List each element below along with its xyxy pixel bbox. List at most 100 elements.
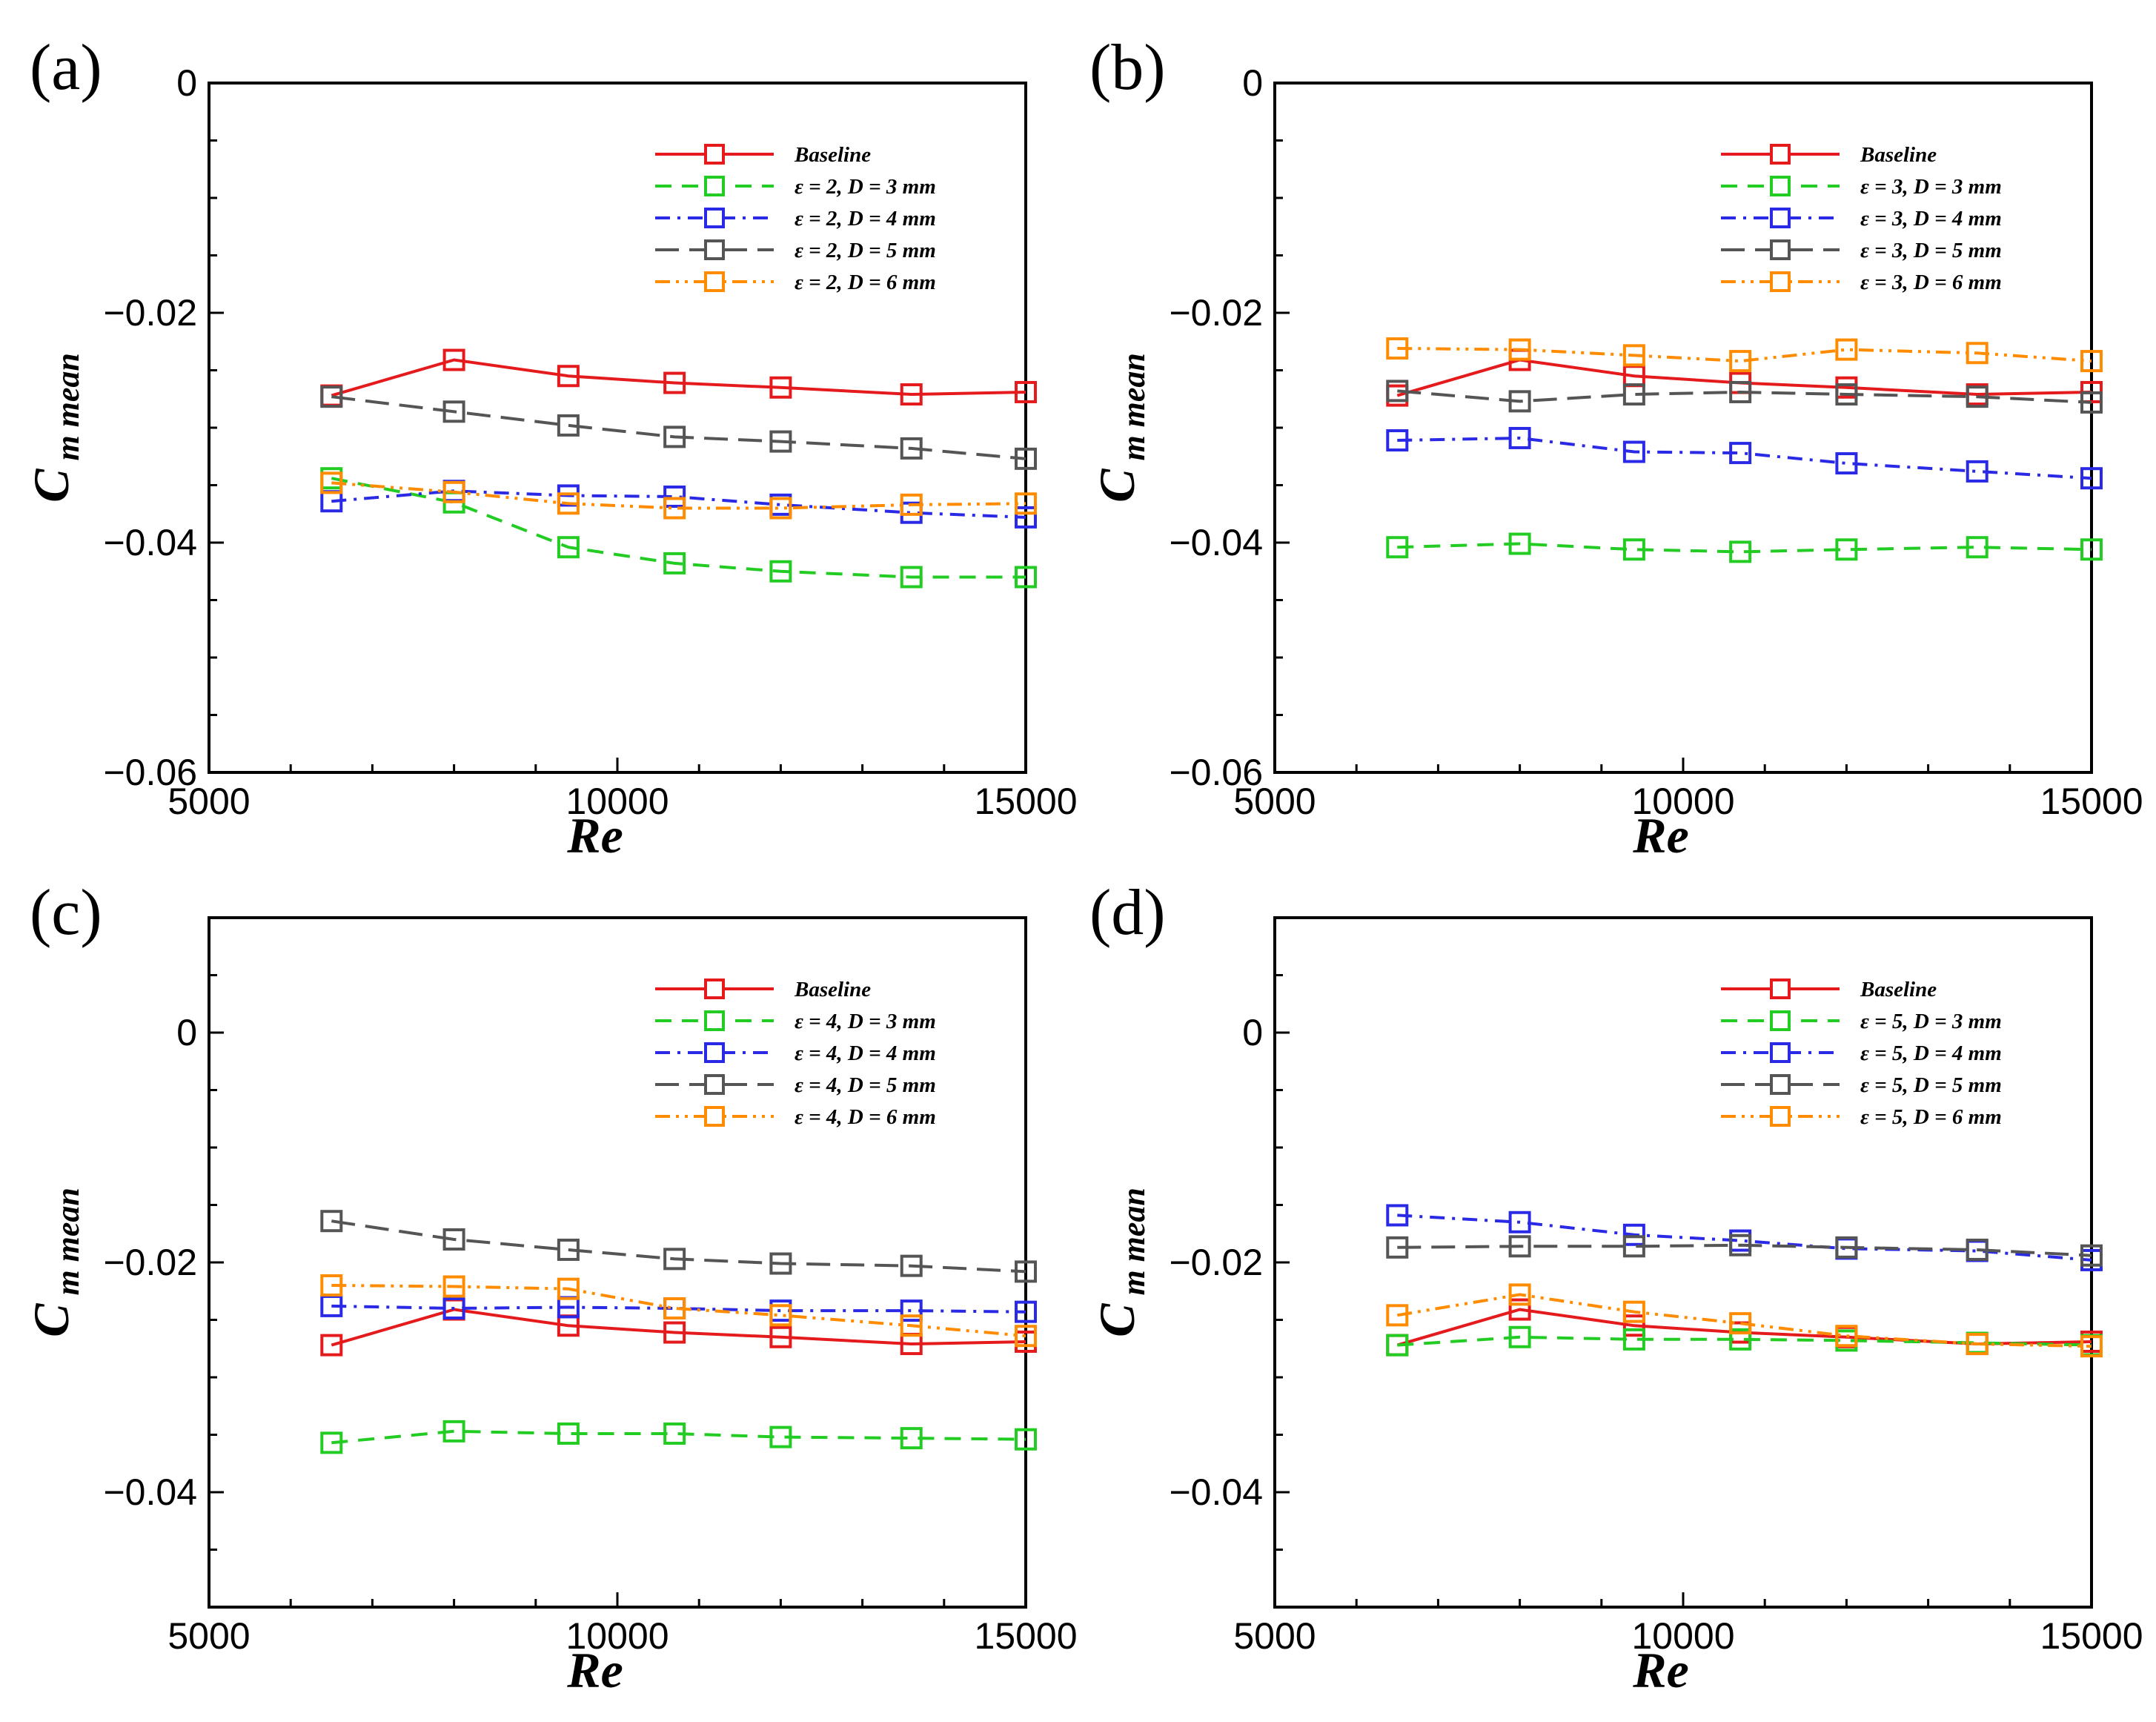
series-d5 [1386, 1233, 2103, 1267]
data-point [1015, 506, 1037, 529]
series-line [331, 477, 1026, 579]
data-point [1835, 1325, 1858, 1348]
data-point [2080, 1335, 2103, 1358]
y-tick-label: 0 [176, 62, 197, 104]
data-point [1835, 1236, 1858, 1259]
x-tick-label: 10000 [565, 1615, 669, 1657]
data-point [1729, 1328, 1752, 1351]
data-point [769, 1252, 792, 1275]
legend-label: Baseline [1860, 143, 1937, 167]
data-point [1508, 1325, 1531, 1348]
y-tick-label: −0.02 [103, 292, 197, 334]
data-point [1622, 383, 1645, 406]
x-tick-label: 15000 [974, 1615, 1077, 1657]
data-point [769, 1325, 792, 1348]
x-tick-label: 10000 [565, 781, 669, 822]
data-point [900, 1299, 923, 1322]
data-point [900, 1254, 923, 1277]
legend-marker [704, 978, 725, 999]
data-point [557, 492, 580, 515]
data-point [1386, 1304, 1409, 1327]
data-point [769, 1304, 792, 1327]
data-point [1622, 344, 1645, 367]
legend-marker [1770, 1010, 1791, 1031]
data-point [320, 471, 343, 494]
series-d6 [320, 471, 1037, 520]
x-tick-label: 15000 [974, 781, 1077, 822]
x-tick-label: 15000 [2040, 781, 2143, 822]
data-point [1622, 440, 1645, 463]
series-line [1396, 1293, 2092, 1348]
legend-label: ε = 5, D = 3 mm [1860, 1010, 2002, 1033]
data-point [2080, 538, 2103, 561]
data-point [442, 1297, 465, 1319]
legend: Baseline ε = 3, D = 3 mm ε = 3, D = 4 mm ε … [1721, 143, 2002, 294]
panel-label: (c) [30, 877, 102, 949]
x-tick-label: 10000 [1631, 1615, 1734, 1657]
data-point [900, 1427, 923, 1450]
legend-marker [704, 271, 725, 292]
data-point [2080, 391, 2103, 414]
data-point [320, 1431, 343, 1454]
data-point [1508, 426, 1531, 449]
x-axis-title: Re [1632, 807, 1689, 864]
y-axis-title: C m mean [23, 1188, 86, 1337]
legend: Baseline ε = 5, D = 3 mm ε = 5, D = 4 mm ε … [1721, 978, 2002, 1129]
series-line [331, 1284, 1026, 1338]
data-point [320, 1274, 343, 1297]
data-point [1508, 338, 1531, 361]
series-d4 [320, 1294, 1037, 1323]
series-line [1397, 1335, 2092, 1347]
data-point [1966, 1333, 1989, 1356]
data-point [1622, 1223, 1645, 1246]
data-point [1015, 447, 1037, 470]
data-point [1835, 452, 1858, 475]
series-d4 [1386, 1204, 2103, 1271]
series-d4 [1386, 426, 2103, 490]
panel-d: (d) 0 −0.02 −0.04 5000 10000 15000 Re C m mean Ba… [1089, 877, 2143, 1698]
panel-c: (c) 0 −0.02 −0.04 5000 10000 15000 Re C m mean Ba… [23, 877, 1078, 1698]
y-axis-title: C m mean [23, 353, 86, 503]
data-point [1386, 337, 1409, 360]
series-baseline [1386, 1298, 2103, 1357]
data-point [1508, 1283, 1531, 1306]
data-point [2080, 467, 2103, 490]
y-tick-label: −0.04 [1169, 1471, 1263, 1513]
legend-marker [704, 144, 725, 165]
data-point [1966, 1238, 1989, 1261]
legend-marker [1770, 1074, 1791, 1095]
legend-label: ε = 3, D = 6 mm [1860, 271, 2002, 294]
data-point [1386, 536, 1409, 559]
x-tick-label: 5000 [1233, 1615, 1316, 1657]
data-point [1015, 1325, 1037, 1348]
series-d6 [320, 1274, 1037, 1348]
series-line [331, 481, 1026, 510]
data-point [557, 365, 580, 388]
y-tick-label: −0.02 [103, 1242, 197, 1283]
data-point [1386, 1236, 1409, 1259]
y-axis-title: C m mean [1089, 353, 1152, 503]
data-point [1386, 380, 1409, 403]
data-point [1015, 566, 1037, 589]
data-point [1508, 1298, 1531, 1321]
x-tick-label: 15000 [2040, 1615, 2143, 1657]
legend-label: Baseline [794, 978, 871, 1001]
legend-label: ε = 4, D = 5 mm [795, 1073, 936, 1097]
data-point [1729, 442, 1752, 465]
x-axis-title: Re [566, 1642, 623, 1698]
data-point [900, 437, 923, 460]
data-point [663, 425, 686, 448]
x-tick-label: 5000 [1233, 781, 1316, 822]
y-tick-label: −0.06 [103, 752, 197, 793]
data-point [1622, 1314, 1645, 1337]
panel-label: (b) [1089, 32, 1166, 104]
data-point [442, 1420, 465, 1443]
legend-marker [1770, 1042, 1791, 1063]
data-point [900, 1314, 923, 1337]
data-point [1508, 390, 1531, 413]
data-point [442, 1275, 465, 1298]
data-point [769, 376, 792, 399]
